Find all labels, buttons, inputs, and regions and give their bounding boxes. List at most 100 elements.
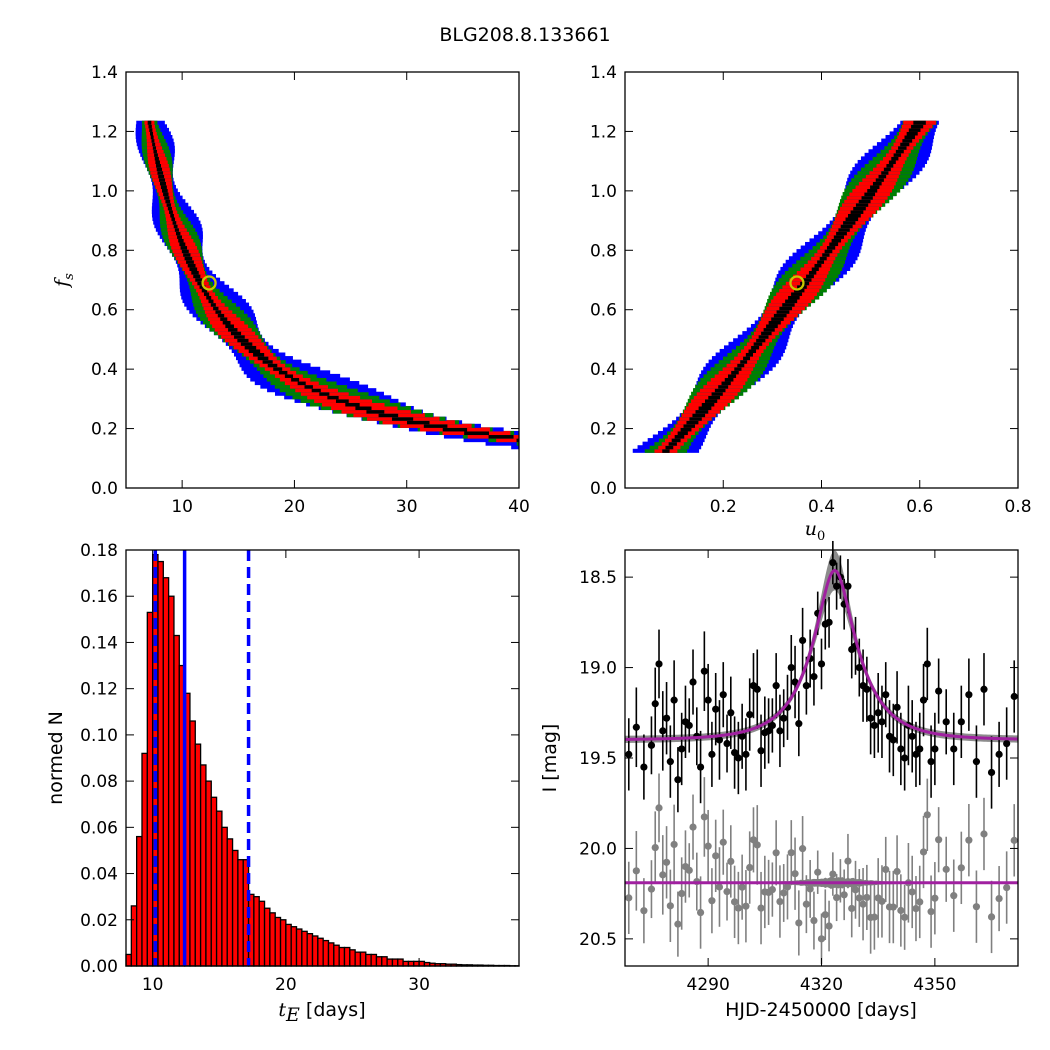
lightcurve-point <box>647 741 656 749</box>
density-band-cell <box>165 199 171 204</box>
density-band-cell <box>680 427 692 432</box>
histogram-bar <box>173 634 180 967</box>
residual-point <box>923 811 931 819</box>
figure-title: BLG208.8.133661 <box>439 24 610 46</box>
tE-fs-xtick-label: 10 <box>171 497 193 517</box>
tE-hist-ytick-label: 0.02 <box>80 911 118 931</box>
density-band-cell <box>822 252 830 257</box>
density-band-cell <box>215 309 222 314</box>
residual-point <box>749 836 758 844</box>
density-band-cell <box>840 224 853 229</box>
density-band-cell <box>714 388 726 393</box>
density-band-cell <box>179 241 186 247</box>
model-curve <box>624 568 1019 741</box>
density-band-cell <box>304 384 313 389</box>
density-band-cell <box>766 323 778 329</box>
histogram-bar <box>189 720 196 967</box>
residual-point <box>708 897 716 905</box>
tE-histogram-panel: 10 20 30 0.00 0.02 0.04 0.06 0.08 0.10 0.12 0.14 0.… <box>80 541 520 995</box>
histogram-bar <box>301 930 308 967</box>
density-band-cell <box>180 245 188 250</box>
histogram-bar <box>274 916 282 967</box>
density-band-cell <box>488 434 514 439</box>
density-band-cell <box>156 163 161 168</box>
tE-hist-ytick-label: 0.12 <box>80 680 118 700</box>
density-band-cell <box>689 416 702 421</box>
density-band-cell <box>891 156 899 161</box>
tE-axis-label: tE [days] <box>278 999 365 1026</box>
density-band-cell <box>895 149 904 154</box>
histogram-bar <box>407 960 415 967</box>
u0-fs-panel: 0.2 0.4 0.6 0.8 0.0 0.2 0.4 0.6 0.8 1.0 1.2 1.4 <box>590 63 1032 517</box>
histogram-bar <box>146 611 154 967</box>
tE-fs-ytick-label: 0.2 <box>91 420 118 440</box>
lightcurve-point <box>696 763 705 771</box>
lightcurve-point <box>689 678 697 686</box>
density-band-cell <box>220 316 228 321</box>
residual-point <box>802 900 810 908</box>
residual-point <box>772 849 780 857</box>
density-band-cell <box>776 309 790 314</box>
residual-point <box>855 894 863 902</box>
tE-fs-ytick-label: 0.6 <box>91 301 118 321</box>
hjd-axis-label: HJD-2450000 [days] <box>725 999 917 1021</box>
residual-point <box>678 889 686 898</box>
residual-point <box>870 913 879 921</box>
residual-point <box>696 908 705 917</box>
histogram-bar <box>413 960 420 967</box>
histogram-bar <box>418 960 426 967</box>
lightcurve-point <box>919 696 928 704</box>
histogram-bar <box>381 956 388 967</box>
residual-point <box>965 836 973 844</box>
density-band-cell <box>149 127 153 132</box>
density-band-cell <box>751 345 760 350</box>
lightcurve-point <box>776 727 784 735</box>
u0-fs-ytick-label: 0.6 <box>590 301 617 321</box>
residual-point <box>655 804 663 812</box>
tE-hist-ytick-label: 0.14 <box>80 633 118 653</box>
density-band-cell <box>779 306 793 311</box>
density-band-cell <box>267 363 278 368</box>
tE-hist-ytick-label: 0.06 <box>80 818 118 838</box>
tE-hist-xtick-label: 30 <box>408 975 430 995</box>
histogram-bar <box>199 764 207 967</box>
density-band-cell <box>213 306 219 311</box>
density-band-cell <box>743 356 751 361</box>
lightcurve-xtick-label: 4290 <box>687 975 730 995</box>
histogram-bar <box>167 595 175 967</box>
density-band-cell <box>853 206 866 211</box>
histogram-bar <box>141 752 148 967</box>
lightcurve-point <box>651 700 659 708</box>
density-band-cell <box>705 398 718 403</box>
density-band-cell <box>297 381 306 386</box>
residual-point <box>674 920 682 928</box>
density-band-cell <box>345 402 360 407</box>
residual-point <box>950 892 958 900</box>
residual-point <box>795 919 803 927</box>
residual-point <box>723 887 731 896</box>
density-band-cell <box>253 352 265 357</box>
density-band-cell <box>164 195 170 200</box>
u0-fs-ytick-label: 1.2 <box>590 122 617 142</box>
lightcurve-point <box>950 745 958 753</box>
lightcurve-point <box>723 739 731 748</box>
u0-fs-xtick-label: 0.4 <box>808 497 835 517</box>
residual-point <box>916 898 924 906</box>
histogram-bar <box>237 859 244 967</box>
residual-point <box>821 911 829 919</box>
density-band-cell <box>692 413 706 418</box>
density-band-cell <box>284 373 294 378</box>
residual-point <box>980 830 988 838</box>
residual-point <box>776 897 784 906</box>
density-band-cell <box>177 234 183 239</box>
normed-n-axis-label: normed N <box>45 711 67 805</box>
lightcurve-point <box>768 721 776 730</box>
histogram-bar <box>333 944 340 967</box>
density-band-cell <box>808 270 817 275</box>
histogram-bar <box>226 838 234 967</box>
residual-point <box>730 898 739 906</box>
lightcurve-point <box>931 745 939 753</box>
residual-point <box>780 889 788 897</box>
lightcurve-point <box>772 682 780 690</box>
density-band-cell <box>181 249 189 254</box>
